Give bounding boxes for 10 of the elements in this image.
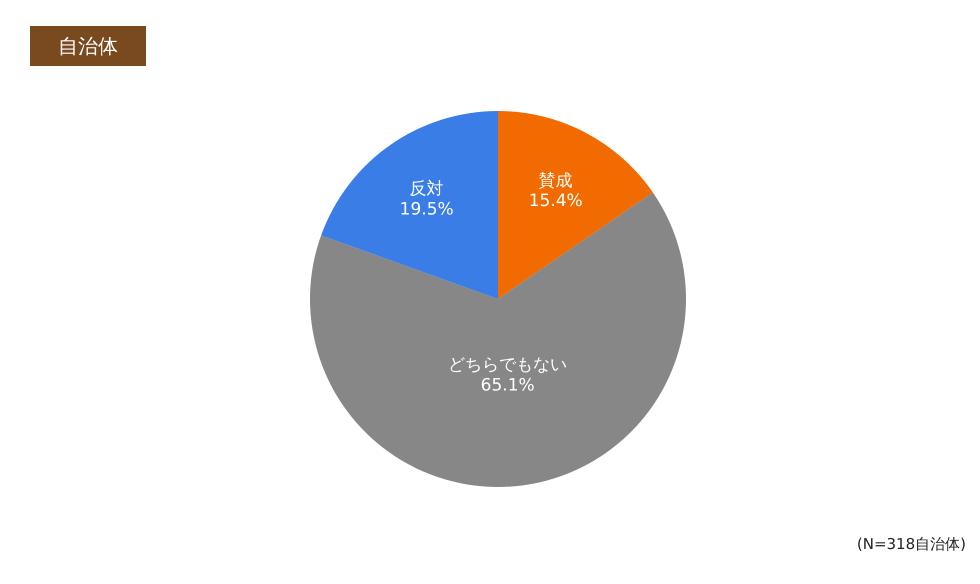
slice-label: どちらでもない xyxy=(448,355,568,376)
pie-slice xyxy=(321,111,498,299)
pie-slice xyxy=(498,111,653,299)
slice-label: 賛成 xyxy=(538,170,573,191)
data-label: 65.1% xyxy=(480,376,535,396)
data-label: 19.5% xyxy=(400,199,454,220)
data-label: 15.4% xyxy=(528,191,583,212)
text: (N=318自治体) xyxy=(856,535,966,553)
slice-label: 反対 xyxy=(410,179,444,200)
text: 自治体 xyxy=(58,34,118,58)
